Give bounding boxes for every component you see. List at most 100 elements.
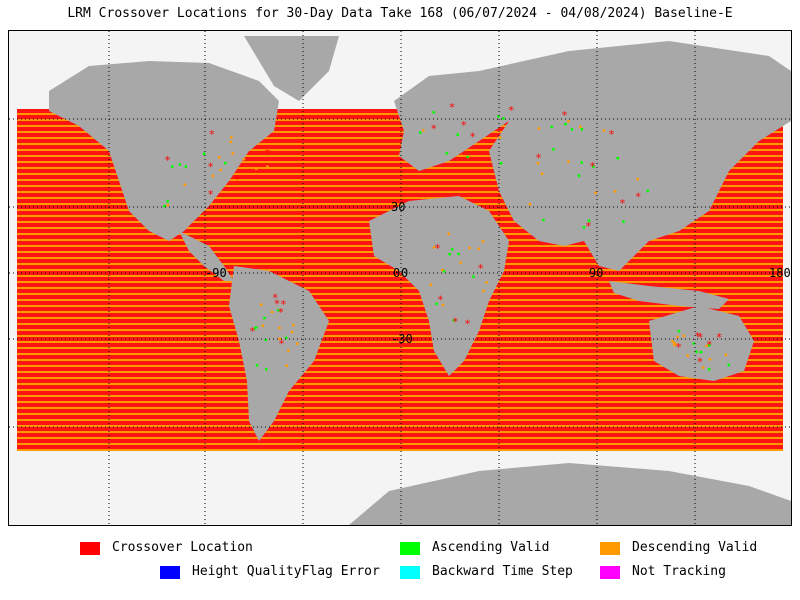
crossover-marker: * — [589, 160, 596, 173]
track-point — [542, 218, 545, 222]
descending-band — [17, 131, 783, 133]
map-canvas: ********* ********************** ***** 30 0… — [9, 31, 791, 525]
crossover-marker: * — [535, 152, 542, 165]
longitude-label: 0 — [401, 266, 408, 280]
land-layer — [49, 36, 791, 525]
crossover-band — [17, 289, 783, 293]
track-point — [550, 125, 554, 129]
track-point — [457, 252, 460, 256]
crossover-band — [17, 163, 783, 167]
crossover-marker: * — [697, 356, 704, 369]
crossover-band — [17, 355, 783, 359]
crossover-band — [17, 283, 783, 287]
descending-band — [17, 305, 783, 307]
track-point — [456, 133, 460, 136]
crossover-band — [17, 271, 783, 275]
track-point — [278, 326, 281, 330]
track-point — [567, 119, 570, 123]
track-point — [255, 364, 259, 367]
graticule-labels: 30 0 -30 -90 0 90 180 — [205, 200, 791, 346]
descending-band — [17, 437, 783, 439]
track-point — [676, 335, 679, 339]
track-point — [613, 189, 617, 193]
track-point — [290, 330, 294, 334]
track-point — [292, 323, 295, 327]
crossover-marker: * — [461, 119, 468, 132]
descending-band — [17, 329, 783, 331]
crossover-band — [17, 193, 783, 197]
track-point — [242, 157, 246, 161]
descending-band — [17, 323, 783, 325]
crossover-marker: * — [249, 325, 256, 338]
crossover-marker: * — [209, 128, 216, 141]
crossover-marker: * — [635, 190, 642, 203]
descending-band — [17, 287, 783, 289]
indonesia-landmass — [609, 281, 729, 309]
crossover-band — [17, 127, 783, 131]
track-point — [276, 308, 280, 312]
descending-band — [17, 395, 783, 397]
crossover-marker: * — [464, 318, 471, 331]
track-point — [285, 364, 289, 368]
track-point — [254, 167, 258, 171]
descending-band — [17, 371, 783, 373]
descending-band — [17, 299, 783, 301]
track-point — [166, 199, 170, 203]
track-point — [452, 319, 456, 322]
antarctica-landmass — [349, 463, 791, 525]
descending-band — [17, 149, 783, 151]
track-point — [432, 110, 436, 114]
descending-band — [17, 293, 783, 295]
south-america-landmass — [229, 266, 329, 441]
crossover-marker: * — [675, 341, 682, 354]
track-point — [677, 329, 681, 333]
track-point — [450, 248, 454, 251]
track-point — [266, 165, 269, 169]
track-point — [502, 117, 505, 120]
track-point — [261, 324, 265, 328]
crossover-band — [17, 385, 783, 389]
latitude-label: 0 — [393, 266, 400, 280]
crossover-band — [17, 409, 783, 413]
crossover-marker: * — [619, 197, 626, 210]
track-point — [577, 174, 581, 178]
crossover-band — [17, 313, 783, 317]
crossover-band — [17, 361, 783, 365]
crossover-band — [17, 133, 783, 137]
descending-band — [17, 281, 783, 283]
crossover-band — [17, 367, 783, 371]
crossover-band — [17, 349, 783, 353]
track-point — [537, 127, 541, 130]
track-point — [646, 189, 650, 193]
track-point — [472, 275, 475, 278]
crossover-marker: * — [508, 104, 515, 117]
crossover-marker: * — [431, 122, 438, 135]
legend-swatch — [80, 542, 100, 555]
track-point — [466, 155, 470, 159]
track-point — [287, 349, 290, 352]
track-point — [459, 261, 463, 264]
crossover-band — [17, 277, 783, 281]
crossover-band — [17, 403, 783, 407]
track-point — [587, 219, 591, 223]
crossover-marker: * — [561, 109, 568, 122]
crossover-marker: * — [278, 337, 285, 350]
track-point — [295, 342, 299, 345]
descending-band — [17, 275, 783, 277]
descending-band — [17, 413, 783, 415]
crossover-marker: * — [585, 220, 592, 233]
descending-band — [17, 443, 783, 445]
track-point — [264, 368, 268, 371]
crossover-band — [17, 319, 783, 323]
track-point — [594, 191, 597, 195]
crossover-marker: * — [716, 331, 723, 344]
track-point — [184, 165, 188, 168]
crossover-band — [17, 169, 783, 173]
crossover-band — [17, 121, 783, 125]
crossover-marker: * — [207, 161, 214, 174]
crossover-marker: * — [449, 101, 456, 114]
descending-band — [17, 335, 783, 337]
track-point — [692, 342, 696, 345]
track-point — [468, 246, 471, 250]
track-point — [591, 165, 595, 169]
